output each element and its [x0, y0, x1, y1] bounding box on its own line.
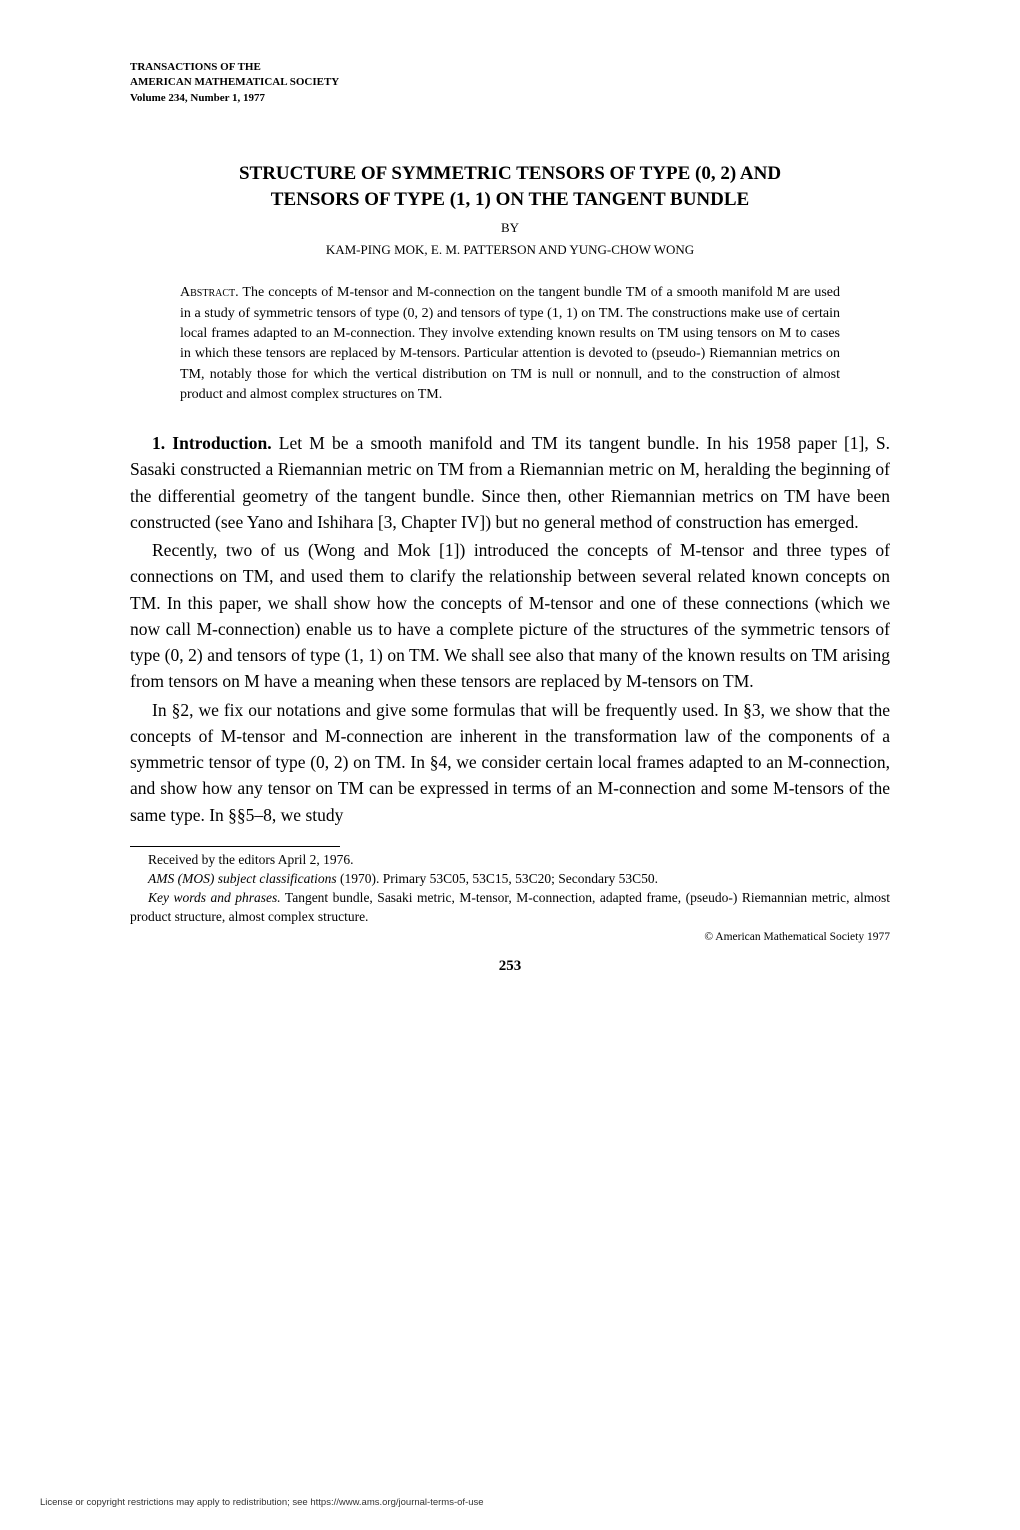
page-number: 253	[130, 958, 890, 975]
intro-heading: 1. Introduction.	[152, 433, 272, 453]
ams-text: (1970). Primary 53C05, 53C15, 53C20; Sec…	[337, 871, 658, 886]
footnote-keywords: Key words and phrases. Tangent bundle, S…	[130, 889, 890, 927]
license-notice: License or copyright restrictions may ap…	[40, 1497, 484, 1508]
copyright: © American Mathematical Society 1977	[130, 931, 890, 943]
paragraph-1: 1. Introduction. Let M be a smooth manif…	[130, 430, 890, 535]
journal-header: TRANSACTIONS OF THE AMERICAN MATHEMATICA…	[130, 60, 890, 106]
keywords-label: Key words and phrases.	[148, 890, 281, 905]
by-label: BY	[130, 220, 890, 236]
journal-line-1: TRANSACTIONS OF THE	[130, 60, 890, 75]
abstract: Abstract. The concepts of M-tensor and M…	[180, 283, 840, 405]
journal-line-2: AMERICAN MATHEMATICAL SOCIETY	[130, 75, 890, 90]
body-text: 1. Introduction. Let M be a smooth manif…	[130, 430, 890, 828]
title-line-1: STRUCTURE OF SYMMETRIC TENSORS OF TYPE (…	[130, 161, 890, 187]
paragraph-3: In §2, we fix our notations and give som…	[130, 697, 890, 828]
title-line-2: TENSORS OF TYPE (1, 1) ON THE TANGENT BU…	[130, 187, 890, 213]
paper-title: STRUCTURE OF SYMMETRIC TENSORS OF TYPE (…	[130, 161, 890, 212]
abstract-label: Abstract.	[180, 285, 239, 300]
ams-label: AMS (MOS) subject classifications	[148, 871, 337, 886]
footnote-separator	[130, 846, 340, 847]
footnote-received: Received by the editors April 2, 1976.	[130, 851, 890, 870]
paragraph-2: Recently, two of us (Wong and Mok [1]) i…	[130, 537, 890, 695]
footnote-ams: AMS (MOS) subject classifications (1970)…	[130, 870, 890, 889]
footnotes: Received by the editors April 2, 1976. A…	[130, 851, 890, 927]
journal-line-3: Volume 234, Number 1, 1977	[130, 91, 890, 106]
authors: KAM-PING MOK, E. M. PATTERSON AND YUNG-C…	[130, 242, 890, 258]
abstract-text: The concepts of M-tensor and M-connectio…	[180, 285, 840, 401]
